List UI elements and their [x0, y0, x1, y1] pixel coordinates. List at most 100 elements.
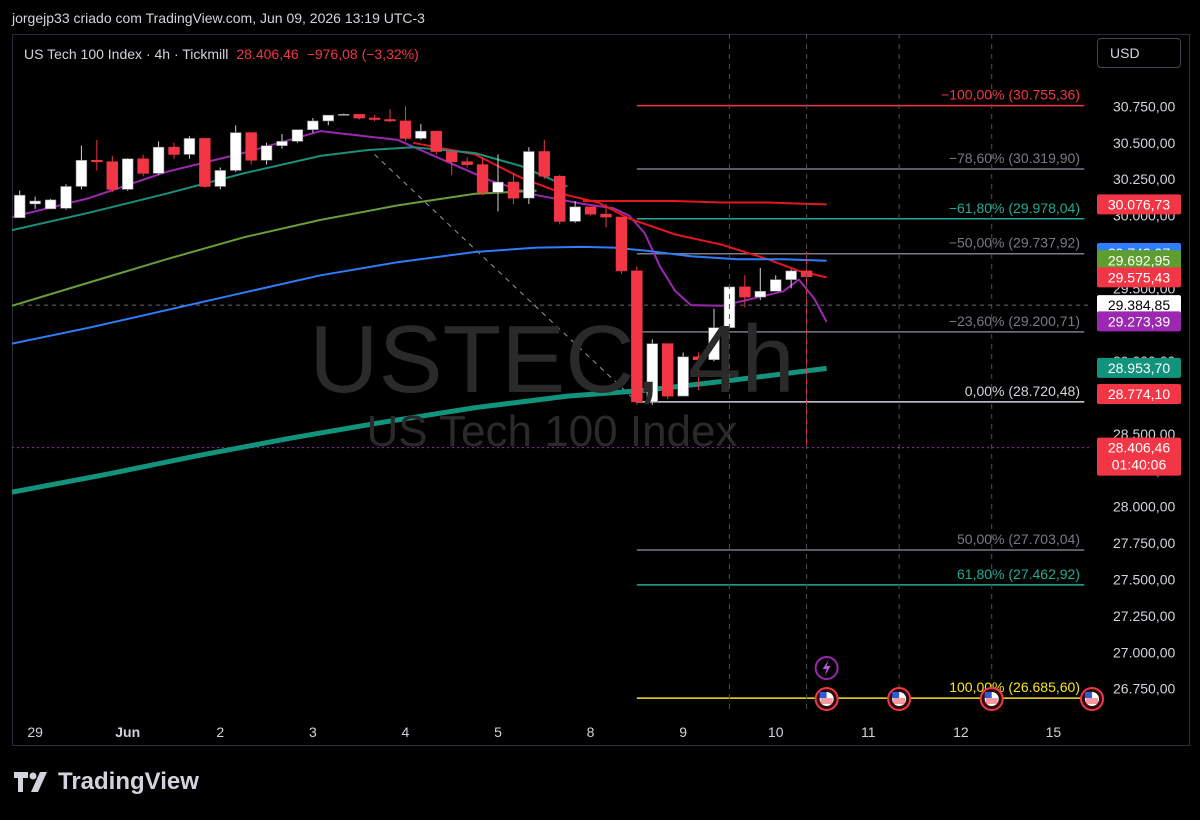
- candle-body-32: [507, 181, 520, 199]
- currency-button[interactable]: USD: [1097, 38, 1181, 68]
- x-axis-tick-3: 3: [309, 724, 317, 740]
- candle-body-47: [739, 286, 751, 298]
- candle-body-17: [276, 141, 288, 147]
- candle-body-31: [492, 181, 504, 193]
- x-axis-tick-0: 29: [27, 724, 43, 740]
- y-axis-tick-10: 27.500,00: [1113, 572, 1175, 588]
- candle-body-44: [692, 356, 705, 361]
- fib-diagonal-line: [374, 154, 638, 403]
- y-axis-tick-8: 28.000,00: [1113, 499, 1175, 515]
- candle-body-41: [646, 343, 658, 403]
- candle-body-43: [677, 356, 689, 397]
- us-flag-canton-3: [1085, 692, 1092, 698]
- x-axis-tick-10: 12: [953, 724, 969, 740]
- price-label-6: 28.953,70: [1108, 360, 1170, 376]
- x-axis-tick-2: 2: [216, 724, 224, 740]
- candle-body-10: [168, 146, 180, 155]
- y-axis-tick-9: 27.750,00: [1113, 535, 1175, 551]
- candle-body-24: [384, 119, 396, 122]
- price-label-2: 29.692,95: [1108, 252, 1170, 268]
- candle-body-6: [106, 161, 118, 190]
- fib-level-label-5: 0,00% (28.720,48): [965, 383, 1080, 399]
- fib-level-label-0: −100,00% (30.755,36): [941, 87, 1080, 103]
- x-axis-tick-11: 15: [1046, 724, 1062, 740]
- candle-body-19: [307, 120, 319, 130]
- candle-body-40: [631, 270, 643, 403]
- candle-body-3: [60, 186, 72, 209]
- fib-level-label-8: 100,00% (26.685,60): [949, 679, 1080, 695]
- chart-credit: jorgejp33 criado com TradingView.com, Ju…: [12, 10, 425, 26]
- candle-body-38: [600, 213, 612, 218]
- candle-body-42: [662, 343, 674, 397]
- price-label-0: 30.076,73: [1108, 196, 1170, 212]
- x-axis-tick-7: 9: [679, 724, 687, 740]
- footer-brand: TradingView: [58, 768, 199, 795]
- us-flag-canton-1: [892, 692, 900, 698]
- bar-countdown-label: 01:40:06: [1112, 457, 1167, 473]
- fib-level-label-4: −23,60% (29.200,71): [949, 313, 1080, 329]
- footer: TradingView: [14, 768, 199, 796]
- symbol-legend: US Tech 100 Index · 4h · Tickmill 28.406…: [24, 46, 419, 62]
- candle-body-34: [538, 151, 550, 177]
- y-axis-tick-13: 26.750,00: [1113, 681, 1175, 697]
- fib-level-label-6: 50,00% (27.703,04): [957, 531, 1080, 547]
- candle-body-7: [122, 158, 134, 190]
- x-axis-tick-4: 4: [402, 724, 410, 740]
- candle-body-36: [569, 206, 581, 222]
- fib-level-label-2: −61,80% (29.978,04): [949, 200, 1080, 216]
- candle-body-23: [368, 117, 381, 120]
- symbol-name: US Tech 100 Index · 4h · Tickmill: [24, 46, 229, 62]
- moving-average-4: [12, 189, 537, 307]
- y-axis-tick-11: 27.250,00: [1113, 608, 1175, 624]
- symbol-change: −976,08 (−3,32%): [306, 46, 419, 62]
- fib-level-label-1: −78,60% (30.319,90): [949, 150, 1080, 166]
- y-axis-tick-12: 27.000,00: [1113, 644, 1175, 660]
- candle-body-0: [14, 194, 26, 219]
- candle-body-45: [708, 327, 720, 361]
- candle-body-25: [399, 120, 412, 139]
- candle-body-4: [75, 159, 88, 187]
- moving-average-5: [12, 245, 827, 345]
- candle-body-33: [523, 151, 535, 199]
- fib-level-label-3: −50,00% (29.737,92): [949, 235, 1080, 251]
- symbol-price: 28.406,46: [236, 46, 299, 62]
- price-label-bg-7: [1097, 384, 1181, 405]
- watermark-ticker: USTEC, 4h: [309, 306, 794, 413]
- candle-body-14: [230, 132, 242, 171]
- candle-body-15: [245, 132, 257, 161]
- candle-body-21: [338, 114, 350, 116]
- x-axis-tick-5: 5: [494, 724, 502, 740]
- price-label-3: 29.575,43: [1108, 269, 1170, 285]
- candle-body-37: [584, 206, 597, 215]
- candle-body-22: [353, 114, 365, 119]
- y-axis-tick-0: 30.750,00: [1113, 98, 1175, 114]
- tradingview-logo-icon: [14, 772, 47, 792]
- candle-body-13: [214, 170, 226, 187]
- watermark-description: US Tech 100 Index: [367, 407, 738, 456]
- candle-body-48: [754, 290, 766, 298]
- plot-area: [12, 104, 1092, 699]
- candle-body-20: [322, 114, 334, 122]
- y-axis-tick-1: 30.500,00: [1113, 135, 1175, 151]
- candle-body-28: [446, 151, 458, 163]
- candle-body-9: [152, 146, 165, 174]
- candle-body-35: [554, 175, 566, 222]
- us-flag-canton-0: [819, 692, 827, 698]
- moving-average-2: [582, 200, 827, 206]
- candle-body-49: [770, 279, 782, 292]
- price-label-bg-4: [1097, 295, 1181, 316]
- candle-body-5: [91, 159, 103, 163]
- price-label-bg-3: [1097, 267, 1181, 288]
- x-axis-tick-8: 10: [768, 724, 784, 740]
- candle-body-27: [430, 130, 442, 152]
- price-label-bg-5: [1097, 311, 1181, 332]
- x-axis-tick-1: Jun: [115, 724, 140, 740]
- price-label-5: 29.273,39: [1108, 313, 1170, 329]
- candle-body-26: [415, 130, 427, 139]
- candle-body-29: [461, 161, 473, 165]
- moving-average-1: [412, 141, 827, 279]
- price-label-4: 29.384,85: [1108, 297, 1170, 313]
- x-axis-tick-6: 8: [587, 724, 595, 740]
- candle-body-50: [785, 270, 797, 280]
